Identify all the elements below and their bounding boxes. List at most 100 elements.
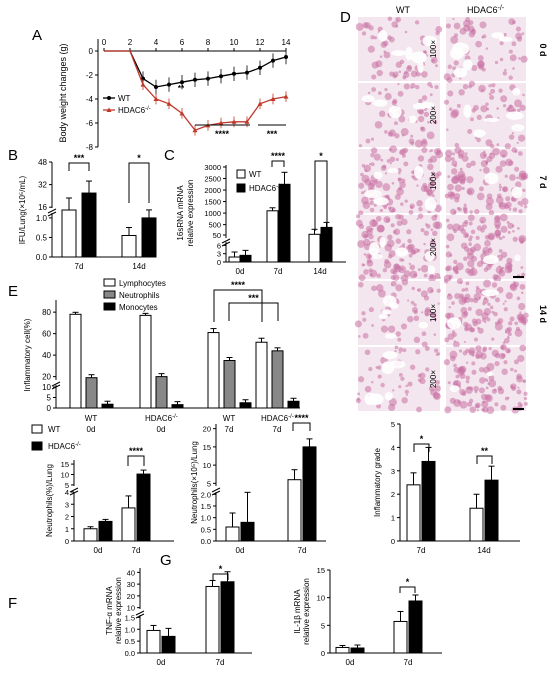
tissue-cell: [371, 324, 374, 327]
sig-bracket: [128, 162, 150, 203]
tissue-cell: [373, 203, 377, 207]
tissue-cell: [498, 183, 502, 186]
histology-image-1-0: [358, 81, 440, 148]
tissue-cell: [502, 302, 505, 305]
tissue-cell: [401, 133, 405, 137]
tissue-cell: [495, 165, 503, 173]
alveolar-space: [421, 101, 435, 109]
tissue-cell: [367, 45, 375, 53]
tissue-cell: [463, 340, 466, 343]
tissue-cell: [491, 83, 496, 88]
y-axis-label: relative expression: [114, 577, 123, 644]
legend-swatch-wt: [31, 424, 43, 434]
tissue-cell: [452, 341, 460, 348]
bar-7d-wt: [393, 620, 408, 654]
tissue-cell: [482, 302, 486, 306]
tissue-cell: [520, 266, 524, 269]
alveolar-space: [418, 321, 429, 329]
tissue-cell: [414, 139, 423, 148]
tissue-cell: [504, 174, 508, 178]
tissue-cell: [524, 205, 528, 209]
sig-bracket: [271, 160, 285, 167]
x-tick-label: 0d: [236, 267, 245, 276]
tissue-cell: [511, 41, 517, 47]
y-tick-label: 16: [38, 203, 47, 212]
tissue-cell: [395, 331, 401, 337]
tissue-cell: [521, 32, 525, 35]
tissue-cell: [384, 258, 390, 264]
tissue-cell: [467, 401, 473, 407]
y-tick-label: 1500: [204, 198, 221, 207]
alveolar-space: [373, 171, 383, 180]
tissue-cell: [498, 352, 506, 360]
tissue-cell: [499, 41, 504, 46]
tissue-cell: [360, 191, 364, 195]
y-tick-label: 2500: [204, 175, 221, 184]
tissue-cell: [398, 373, 403, 377]
tissue-cell: [455, 374, 460, 379]
x-tick-label: 8: [206, 38, 211, 47]
histology-image-3-1: [443, 213, 527, 283]
tissue-cell: [474, 136, 478, 140]
tissue-cell: [486, 362, 495, 371]
tissue-cell: [453, 22, 461, 30]
tissue-cell: [508, 49, 513, 54]
legend-marker-hdac6: [106, 107, 112, 112]
legend-label-monocytes: Monocytes: [119, 303, 158, 312]
tissue-cell: [473, 385, 479, 392]
tissue-cell: [472, 297, 479, 304]
tissue-cell: [383, 51, 391, 59]
y-tick-label: 3: [217, 250, 221, 259]
significance-label: **: [481, 446, 489, 456]
tissue-cell: [463, 311, 469, 317]
tissue-cell: [394, 349, 397, 353]
bar-14d-wt: [121, 235, 137, 258]
panel-letter-A: A: [32, 27, 42, 44]
bar-14d-wt: [469, 507, 484, 542]
tissue-cell: [496, 143, 500, 147]
tissue-cell: [368, 25, 374, 31]
significance-label: *: [420, 434, 424, 444]
tissue-cell: [453, 363, 457, 368]
tissue-cell: [470, 160, 476, 167]
tissue-cell: [443, 278, 449, 284]
bar-lymphocytes-1: [139, 314, 152, 409]
tissue-cell: [374, 121, 383, 129]
magnification-label: 100×: [429, 304, 438, 322]
tissue-cell: [388, 403, 396, 412]
x-tick-label: 6: [180, 38, 185, 47]
panel-letter-B: B: [8, 147, 18, 164]
x-tick-label: 7d: [132, 546, 141, 555]
legend-label-hdac6: HDAC6-/-: [118, 106, 151, 115]
tissue-cell: [488, 84, 492, 88]
data-point: [192, 127, 198, 133]
tissue-cell: [515, 32, 523, 40]
tissue-cell: [488, 92, 492, 96]
tissue-cell: [516, 373, 522, 380]
tissue-cell: [500, 225, 508, 233]
tissue-cell: [377, 365, 382, 370]
legend-label-wt: WT: [249, 170, 262, 179]
y-axis-label: IL-1β mRNA: [293, 589, 302, 634]
tissue-cell: [504, 143, 512, 150]
tissue-cell: [516, 108, 521, 113]
tissue-cell: [466, 162, 472, 169]
tissue-cell: [497, 320, 501, 324]
bar-monocytes-0: [101, 403, 114, 409]
tissue-cell: [486, 406, 495, 415]
tissue-cell: [408, 210, 414, 215]
tissue-cell: [360, 172, 364, 177]
tissue-cell: [358, 182, 365, 189]
tissue-cell: [428, 176, 433, 182]
tissue-cell: [447, 381, 451, 385]
tissue-cell: [370, 152, 375, 158]
y-tick-label: -6: [86, 119, 94, 128]
bar-monocytes-1: [171, 404, 184, 409]
tissue-cell: [366, 260, 374, 267]
tissue-cell: [397, 168, 402, 173]
tissue-cell: [453, 259, 458, 265]
significance-label: ****: [215, 129, 230, 139]
tissue-cell: [435, 64, 438, 68]
group-time-label: 0d: [87, 425, 96, 434]
tissue-cell: [430, 149, 434, 152]
